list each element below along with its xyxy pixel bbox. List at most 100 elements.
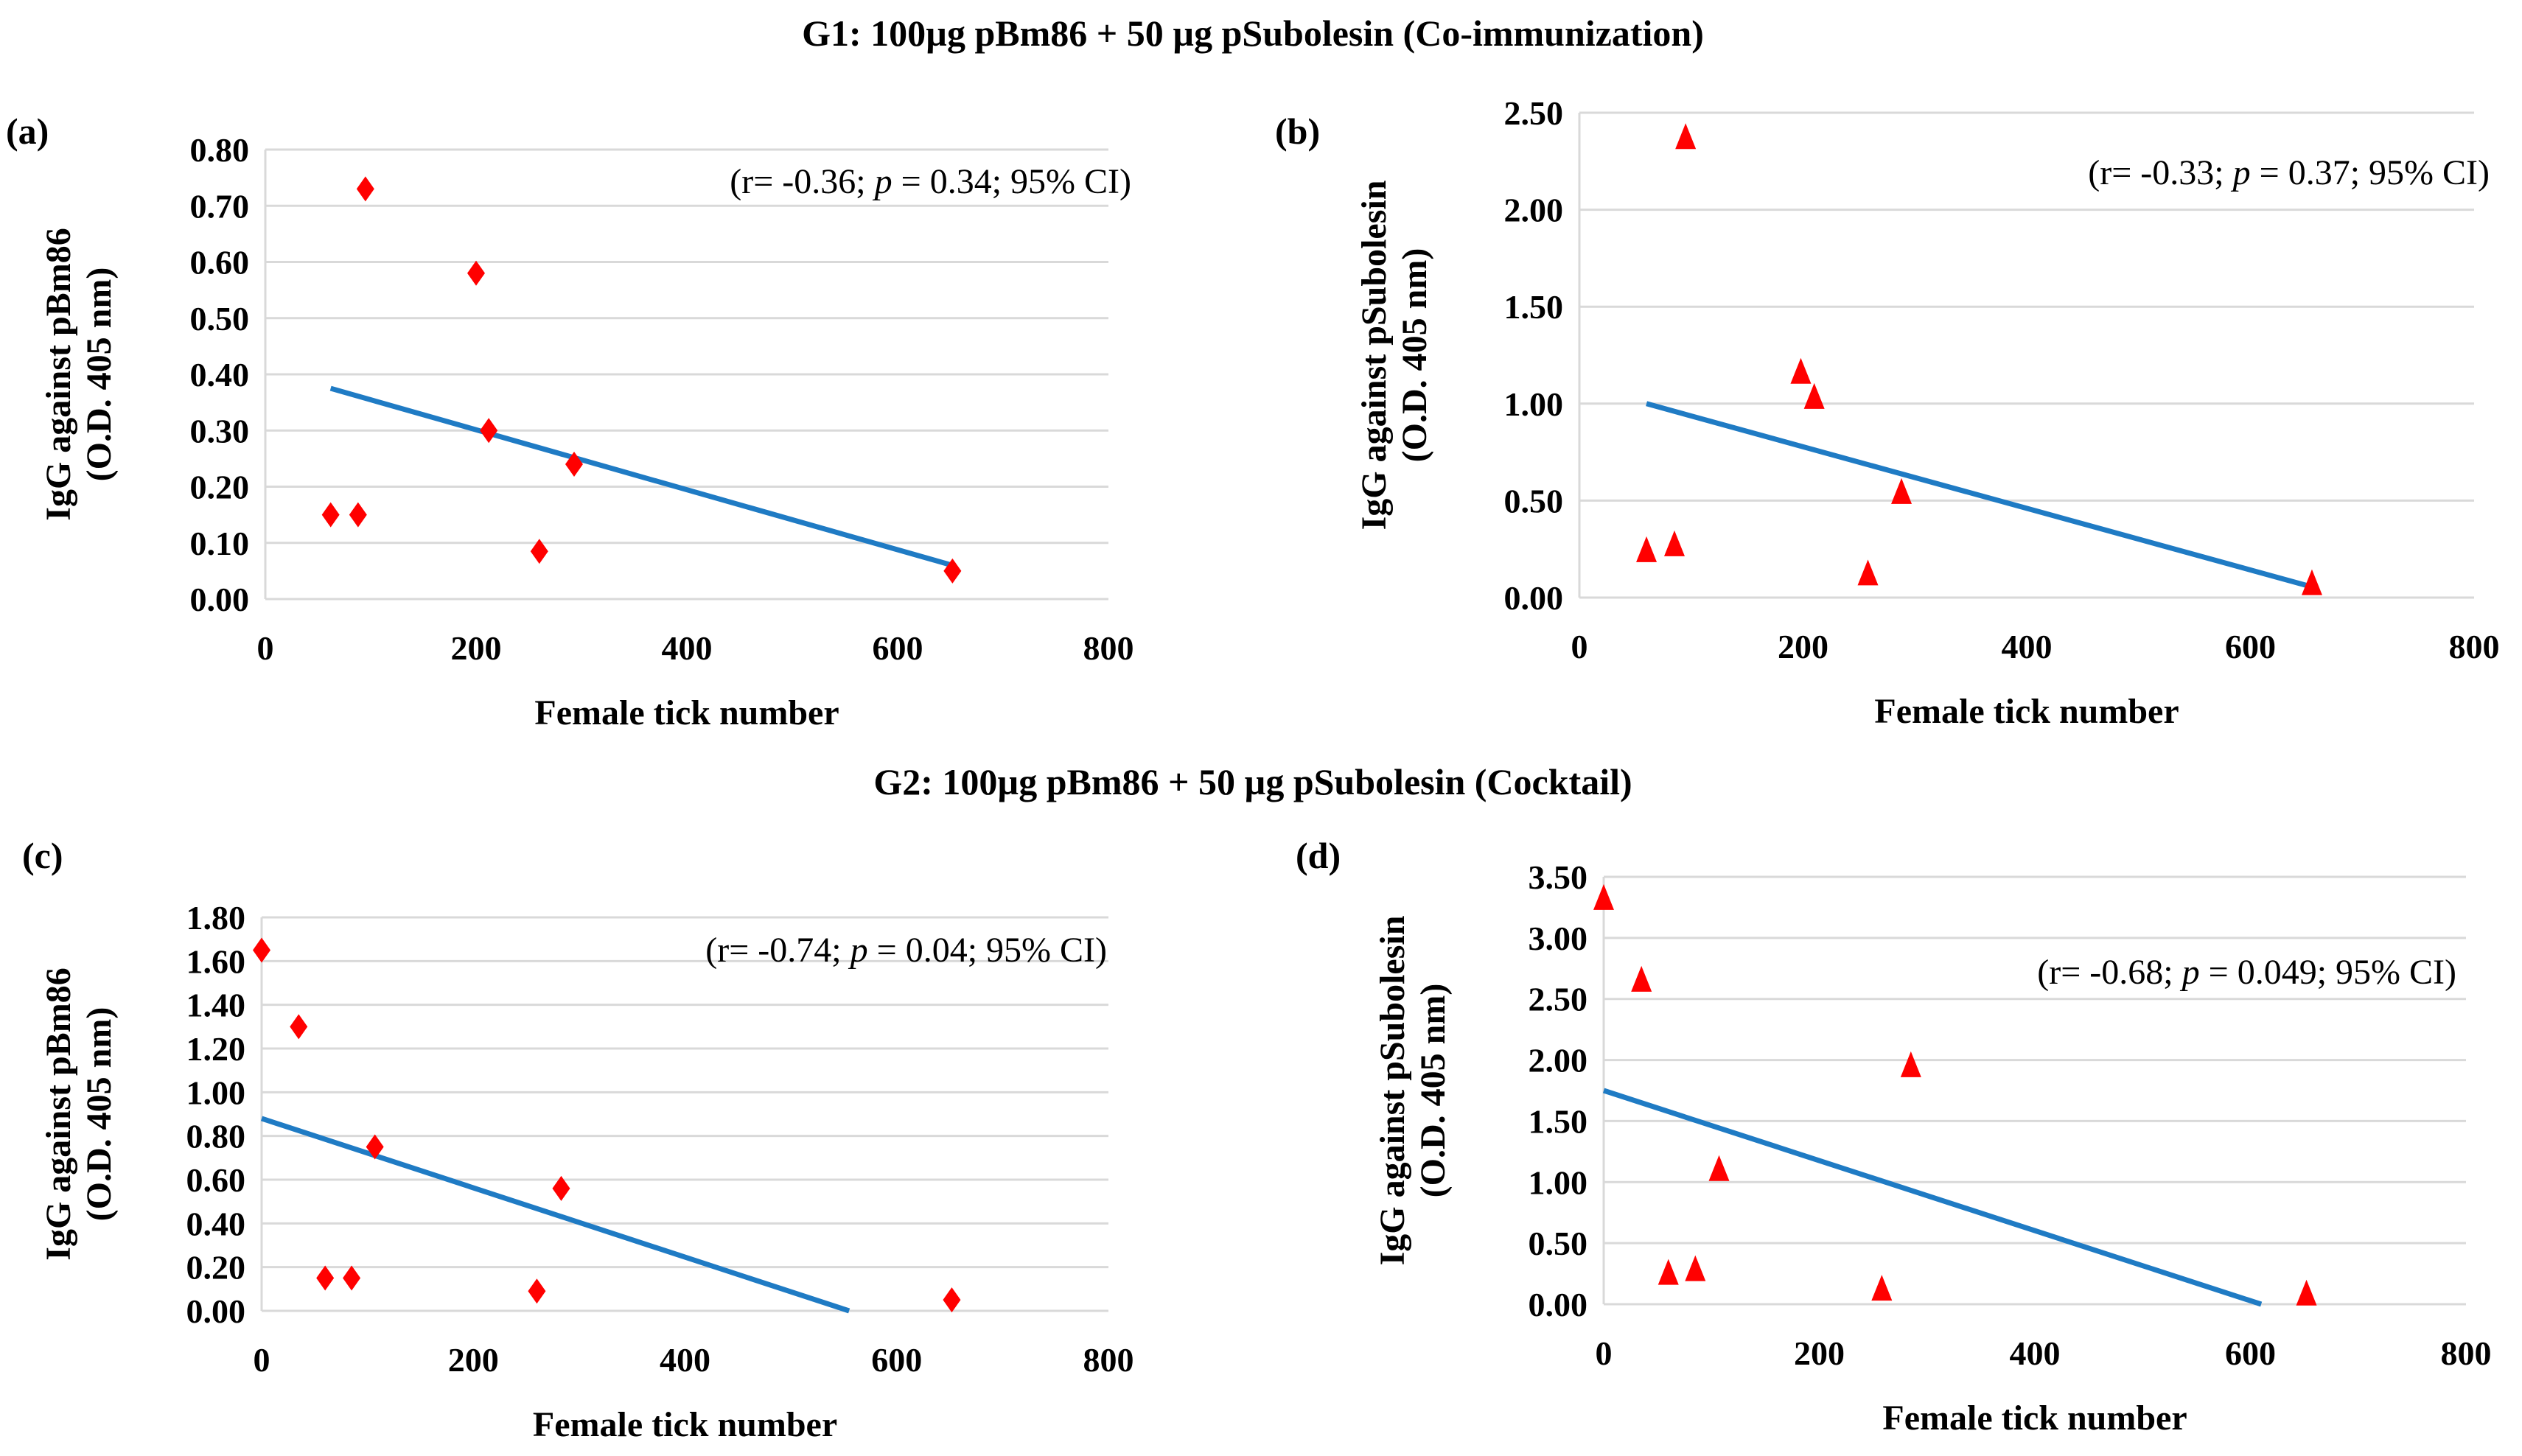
x-tick-label: 800 bbox=[1083, 629, 1134, 667]
y-tick-label: 0.70 bbox=[190, 187, 250, 225]
data-point-diamond bbox=[530, 539, 548, 564]
data-point-diamond bbox=[943, 1287, 961, 1313]
stats-annotation-part: ; bbox=[831, 931, 850, 970]
data-point-triangle bbox=[1685, 1255, 1706, 1281]
stats-annotation-part: 0.04 bbox=[906, 931, 968, 970]
stats-annotation-part: = bbox=[893, 162, 930, 201]
x-tick-label: 200 bbox=[451, 629, 502, 667]
x-tick-label: 800 bbox=[1083, 1341, 1134, 1379]
data-point-triangle bbox=[1803, 382, 1825, 409]
y-axis-title: (O.D. 405 nm) bbox=[80, 267, 119, 482]
stats-annotation-part: ) bbox=[2445, 953, 2456, 992]
stats-annotation-part: = bbox=[868, 931, 906, 970]
stats-annotation-part: p bbox=[2180, 953, 2200, 992]
stats-annotation-part: p bbox=[873, 162, 893, 201]
x-tick-label: 400 bbox=[2002, 628, 2053, 665]
data-point-triangle bbox=[1871, 1275, 1893, 1301]
stats-annotation-part: (r= bbox=[2088, 153, 2140, 192]
data-point-triangle bbox=[1658, 1259, 1679, 1285]
panel-label: (d) bbox=[1296, 835, 1341, 876]
stats-annotation-part: ; bbox=[856, 162, 874, 201]
y-axis-title: (O.D. 405 nm) bbox=[1395, 248, 1434, 463]
y-tick-label: 0.60 bbox=[190, 244, 250, 281]
data-point-triangle bbox=[1708, 1155, 1730, 1181]
y-axis-title: IgG against pBm86 bbox=[39, 967, 78, 1260]
stats-annotation: (r= -0.68; p = 0.049; 95% CI) bbox=[2037, 953, 2456, 992]
data-point-triangle bbox=[2301, 569, 2322, 595]
y-tick-label: 0.50 bbox=[190, 300, 250, 337]
data-point-diamond bbox=[349, 502, 367, 528]
data-point-diamond bbox=[552, 1175, 570, 1201]
stats-annotation-part: -0.74 bbox=[758, 931, 831, 970]
stats-annotation: (r= -0.74; p = 0.04; 95% CI) bbox=[705, 931, 1107, 970]
x-tick-label: 400 bbox=[2010, 1334, 2061, 1372]
stats-annotation-part: ) bbox=[1095, 931, 1107, 970]
y-tick-label: 0.20 bbox=[186, 1249, 246, 1287]
data-point-triangle bbox=[1593, 883, 1614, 910]
stats-annotation-part: (r= bbox=[730, 162, 782, 201]
y-tick-label: 2.00 bbox=[1504, 192, 1564, 229]
x-tick-label: 200 bbox=[448, 1341, 499, 1379]
y-axis-title: IgG against pSubolesin bbox=[1373, 916, 1412, 1266]
x-tick-label: 0 bbox=[1571, 628, 1588, 665]
data-point-diamond bbox=[290, 1014, 308, 1040]
stats-annotation-part: ; bbox=[992, 162, 1010, 201]
panel-b: (b) 0.00 0.50 1.00 1.50 2.00 2.50 0 200 400 600 800… bbox=[1275, 94, 2500, 731]
data-point-triangle bbox=[1636, 536, 1658, 562]
data-point-triangle bbox=[1900, 1051, 1921, 1077]
panel-label: (b) bbox=[1275, 111, 1320, 152]
y-tick-label: 0.00 bbox=[1529, 1286, 1588, 1323]
y-tick-label: 1.50 bbox=[1529, 1102, 1588, 1140]
data-point-diamond bbox=[528, 1278, 546, 1304]
x-tick-label: 600 bbox=[2225, 628, 2276, 665]
stats-annotation-part: p bbox=[848, 931, 868, 970]
y-tick-label: 0.80 bbox=[186, 1118, 246, 1155]
y-tick-label: 0.20 bbox=[190, 469, 250, 506]
x-tick-label: 800 bbox=[2449, 628, 2500, 665]
trend-line bbox=[1646, 401, 2310, 589]
data-point-diamond bbox=[356, 176, 374, 202]
x-tick-label: 0 bbox=[254, 1341, 270, 1379]
stats-annotation-part: -0.68 bbox=[2089, 953, 2163, 992]
panel-c: (c) 0.00 0.20 0.40 0.60 0.80 1.00 1.20 1.40 1.60 1… bbox=[22, 835, 1134, 1444]
stats-annotation-part: ; bbox=[2214, 153, 2232, 192]
x-tick-label: 400 bbox=[660, 1341, 710, 1379]
y-tick-label: 0.10 bbox=[190, 525, 250, 562]
y-axis-title: (O.D. 405 nm) bbox=[1414, 984, 1453, 1198]
x-axis-title: Female tick number bbox=[1882, 1399, 2187, 1438]
data-point-triangle bbox=[1790, 357, 1812, 384]
stats-annotation-part: ; bbox=[2163, 953, 2182, 992]
panel-label: (a) bbox=[6, 111, 49, 152]
stats-annotation: (r= -0.36; p = 0.34; 95% CI) bbox=[730, 162, 1131, 201]
stats-annotation-part: = bbox=[2251, 153, 2288, 192]
data-point-diamond bbox=[343, 1265, 361, 1291]
title-g2: G2: 100µg pBm86 + 50 µg pSubolesin (Cock… bbox=[873, 761, 1632, 802]
y-tick-label: 1.00 bbox=[186, 1074, 246, 1111]
x-tick-label: 400 bbox=[662, 629, 713, 667]
stats-annotation-part: (r= bbox=[2037, 953, 2089, 992]
stats-annotation-part: ; bbox=[2317, 953, 2336, 992]
panel-label: (c) bbox=[22, 835, 63, 876]
stats-annotation-part: (r= bbox=[705, 931, 758, 970]
y-tick-label: 0.00 bbox=[186, 1292, 246, 1330]
stats-annotation-part: -0.33 bbox=[2140, 153, 2214, 192]
stats-annotation-part: = bbox=[2200, 953, 2238, 992]
data-point-diamond bbox=[467, 260, 485, 286]
data-point-triangle bbox=[1857, 559, 1879, 586]
x-axis-title: Female tick number bbox=[1874, 692, 2179, 731]
data-point-diamond bbox=[565, 452, 583, 477]
x-tick-label: 200 bbox=[1794, 1334, 1845, 1372]
y-tick-label: 1.50 bbox=[1504, 288, 1564, 326]
y-tick-label: 0.50 bbox=[1504, 482, 1564, 519]
y-tick-label: 0.00 bbox=[1504, 579, 1564, 617]
y-tick-label: 0.30 bbox=[190, 412, 250, 449]
y-axis-title: IgG against pBm86 bbox=[39, 228, 78, 520]
data-point-diamond bbox=[480, 418, 498, 444]
y-tick-label: 0.50 bbox=[1529, 1225, 1588, 1262]
y-tick-label: 0.00 bbox=[190, 581, 250, 618]
y-tick-label: 0.40 bbox=[186, 1205, 246, 1242]
data-point-triangle bbox=[1675, 123, 1697, 150]
x-tick-label: 600 bbox=[871, 1341, 922, 1379]
data-point-triangle bbox=[2296, 1279, 2317, 1306]
